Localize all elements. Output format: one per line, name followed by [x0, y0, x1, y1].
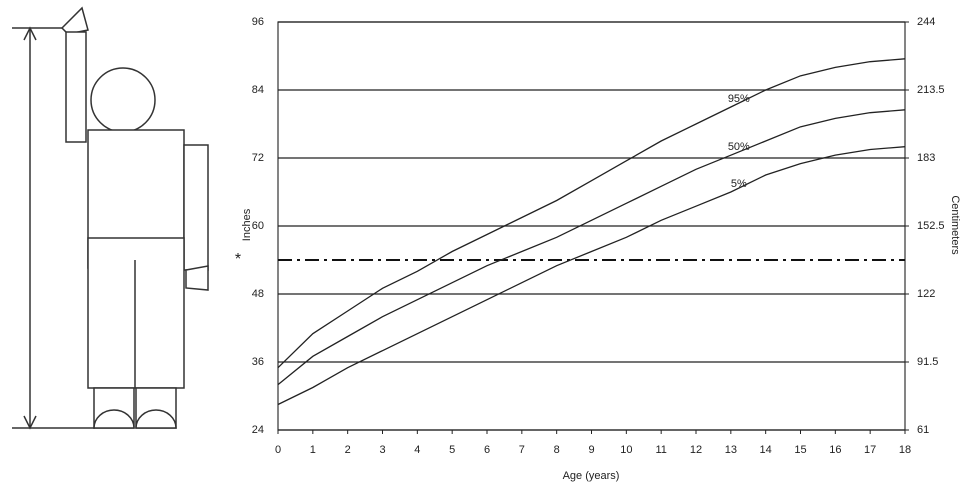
- x-tick-label: 2: [345, 444, 351, 456]
- x-tick-label: 7: [519, 444, 525, 456]
- series-label: 95%: [728, 93, 750, 105]
- series-line: [277, 146, 906, 406]
- x-axis-title: Age (years): [563, 470, 620, 482]
- x-tick-label: 1: [310, 444, 316, 456]
- x-tick-label: 3: [379, 444, 385, 456]
- y-tick-label: 48: [252, 288, 264, 300]
- y2-tick-label: 152.5: [917, 220, 945, 232]
- y2-tick-label: 213.5: [917, 84, 945, 96]
- x-tick-label: 14: [760, 444, 772, 456]
- y2-tick-label: 91.5: [917, 356, 938, 368]
- x-tick-label: 15: [794, 444, 806, 456]
- x-tick-label: 16: [829, 444, 841, 456]
- person-figure: [12, 6, 209, 430]
- series-label: 50%: [728, 141, 750, 153]
- y2-tick-label: 122: [917, 288, 935, 300]
- y-tick-label: 96: [252, 16, 264, 28]
- x-tick-label: 0: [275, 444, 281, 456]
- y2-tick-label: 61: [917, 424, 929, 436]
- x-tick-label: 18: [899, 444, 911, 456]
- x-tick-label: 6: [484, 444, 490, 456]
- series-label: 5%: [731, 178, 747, 190]
- x-tick-label: 10: [620, 444, 632, 456]
- x-tick-label: 5: [449, 444, 455, 456]
- reference-label: *: [235, 251, 241, 268]
- x-tick-label: 17: [864, 444, 876, 456]
- x-tick-label: 13: [725, 444, 737, 456]
- y-tick-label: 24: [252, 424, 264, 436]
- series-line: [277, 58, 906, 369]
- y-tick-label: 36: [252, 356, 264, 368]
- x-tick-label: 11: [655, 444, 666, 456]
- y2-axis-title: Centimeters: [949, 195, 961, 255]
- y-tick-label: 84: [252, 84, 264, 96]
- y2-tick-label: 244: [917, 16, 935, 28]
- series-line: [277, 109, 906, 386]
- x-tick-label: 8: [554, 444, 560, 456]
- x-tick-label: 4: [414, 444, 420, 456]
- y-axis-title: Inches: [241, 208, 253, 241]
- y-tick-label: 60: [252, 220, 264, 232]
- x-tick-label: 12: [690, 444, 702, 456]
- x-tick-label: 9: [588, 444, 594, 456]
- y-tick-label: 72: [252, 152, 264, 164]
- y2-tick-label: 183: [917, 152, 935, 164]
